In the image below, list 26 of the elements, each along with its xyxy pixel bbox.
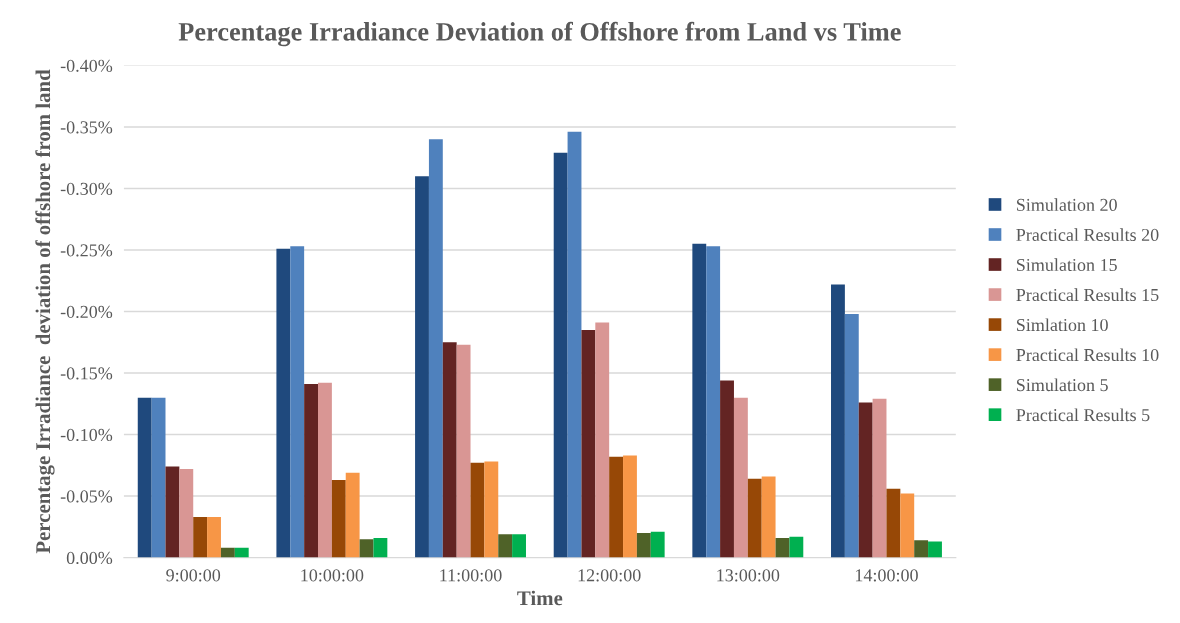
y-tick-label: 0.00% bbox=[66, 551, 113, 565]
y-tick-label: -0.10% bbox=[60, 428, 113, 442]
x-tick-label: 10:00:00 bbox=[301, 569, 364, 582]
legend-label: Simlation 10 bbox=[1016, 318, 1108, 332]
legend-label: Practical Results 20 bbox=[1016, 228, 1159, 242]
x-tick-label: 12:00:00 bbox=[578, 569, 641, 582]
y-tick-label: -0.25% bbox=[60, 244, 113, 257]
x-tick-label: 14:00:00 bbox=[855, 569, 918, 582]
y-tick-label: -0.05% bbox=[60, 490, 113, 503]
y-tick-label: -0.15% bbox=[60, 367, 113, 380]
x-tick-label: 11:00:00 bbox=[440, 569, 502, 582]
chart-title: Percentage Irradiance Deviation of Offshore from Land vs Time bbox=[178, 21, 901, 47]
y-tick-label: -0.20% bbox=[60, 305, 113, 319]
y-tick-label: -0.40% bbox=[60, 59, 113, 72]
y-tick-label: -0.30% bbox=[60, 182, 113, 195]
x-axis-title: Time bbox=[517, 590, 563, 606]
x-tick-label: 13:00:00 bbox=[717, 569, 780, 582]
legend-label: Simulation 20 bbox=[1016, 198, 1117, 211]
y-axis-title: Percentage Irradiance deviation of offshore from land bbox=[35, 69, 55, 554]
x-tick-label: 9:00:00 bbox=[166, 569, 221, 582]
legend-label: Simulation 15 bbox=[1016, 258, 1117, 272]
legend-label: Practical Results 5 bbox=[1016, 408, 1150, 422]
legend-label: Practical Results 15 bbox=[1016, 288, 1159, 302]
legend-label: Practical Results 10 bbox=[1016, 348, 1159, 362]
legend-label: Simulation 5 bbox=[1016, 378, 1108, 392]
y-tick-label: -0.35% bbox=[60, 121, 113, 134]
